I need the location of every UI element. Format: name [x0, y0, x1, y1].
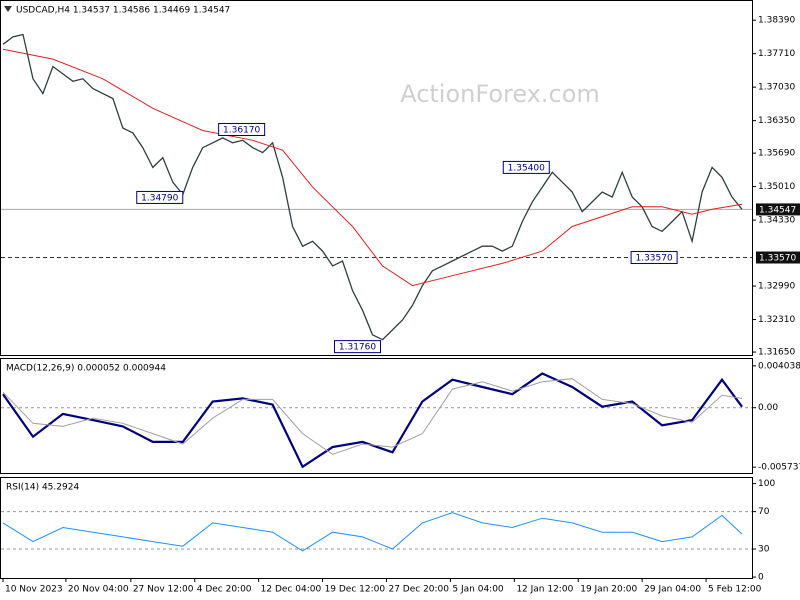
series-line: [2, 372, 743, 469]
annotation-box: [502, 160, 550, 174]
x-tick-label: 19 Dec 12:00: [325, 585, 386, 595]
y-tick-label: 1.32990: [758, 282, 795, 292]
y-tick-label: 0.00: [758, 403, 778, 413]
annotation-label: 1.34790: [141, 193, 178, 203]
x-tick-label: 4 Dec 20:00: [197, 585, 252, 595]
series-line: [2, 33, 743, 341]
x-tick-label: 10 Nov 2023: [5, 585, 63, 595]
x-tick-label: 29 Jan 04:00: [644, 585, 701, 595]
x-tick-label: 27 Dec 20:00: [388, 585, 449, 595]
x-tick-label: 19 Jan 20:00: [580, 585, 637, 595]
price-label: 1.34547: [759, 205, 796, 215]
y-tick-label: 1.37030: [758, 83, 795, 93]
x-tick-label: 12 Jan 12:00: [516, 585, 573, 595]
x-tick-label: 5 Jan 04:00: [452, 585, 504, 595]
y-tick-label: 1.37710: [758, 49, 795, 59]
price-label: 1.33570: [759, 254, 796, 264]
annotation-box: [136, 190, 184, 204]
price-label-box: [756, 251, 800, 264]
y-tick-label: 1.38390: [758, 16, 795, 26]
annotation-box: [333, 340, 381, 354]
y-tick-label: 30: [758, 545, 770, 555]
annotation-label: 1.36170: [223, 126, 260, 136]
x-tick-label: 20 Nov 04:00: [68, 585, 129, 595]
y-tick-label: 70: [758, 507, 770, 517]
panel-title: MACD(12,26,9) 0.000052 0.000944: [6, 364, 166, 374]
panel-title: USDCAD,H4 1.34537 1.34586 1.34469 1.3454…: [16, 6, 230, 16]
y-tick-label: 100: [758, 479, 775, 489]
y-tick-label: 1.34330: [758, 216, 795, 226]
symbol-icon: [4, 6, 12, 12]
annotation-box: [630, 251, 678, 265]
x-tick-label: 27 Nov 12:00: [133, 585, 194, 595]
y-tick-label: 1.32310: [758, 315, 795, 325]
price-label-box: [756, 203, 800, 216]
annotation-label: 1.33570: [635, 254, 672, 264]
y-tick-label: 1.36350: [758, 116, 795, 126]
y-tick-label: 1.35690: [758, 149, 795, 159]
series-line: [2, 48, 743, 287]
price-panel: [0, 0, 753, 356]
macd-panel: [0, 358, 753, 474]
y-tick-label: 0.004038: [758, 361, 800, 371]
watermark: ActionForex.com: [400, 80, 600, 108]
rsi-panel: [0, 477, 753, 579]
series-line: [2, 378, 743, 455]
series-line: [2, 512, 743, 552]
y-tick-label: -0.005737: [758, 463, 800, 473]
annotation-label: 1.35400: [508, 163, 545, 173]
y-tick-label: 0: [758, 573, 764, 583]
panel-title: RSI(14) 45.2924: [6, 483, 79, 493]
y-tick-label: 1.35010: [758, 182, 795, 192]
x-tick-label: 5 Feb 12:00: [708, 585, 762, 595]
x-tick-label: 12 Dec 04:00: [261, 585, 322, 595]
annotation-label: 1.31760: [339, 343, 376, 353]
y-tick-label: 1.31650: [758, 348, 795, 358]
annotation-box: [218, 123, 266, 137]
